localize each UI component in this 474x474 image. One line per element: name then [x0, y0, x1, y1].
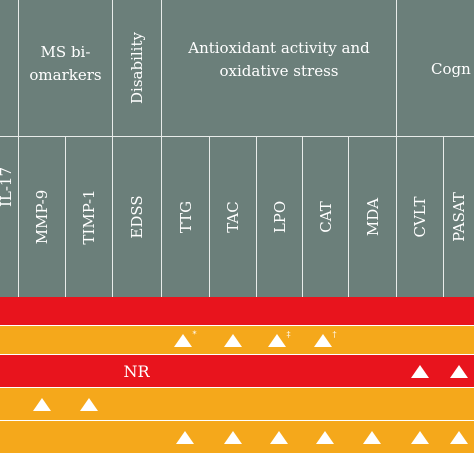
- triangle-icon: [313, 333, 332, 347]
- header-column-cvlt: CVLT: [397, 137, 443, 297]
- column-divider: [18, 137, 19, 297]
- column-divider: [112, 137, 113, 297]
- header-column-cat: CAT: [303, 137, 348, 297]
- table-cell-ttg: [161, 421, 209, 453]
- column-divider: [443, 137, 444, 297]
- table-cell-tac: [209, 421, 256, 453]
- table-row: * ‡ †: [0, 326, 474, 354]
- table-cell-ttg: *: [161, 326, 209, 354]
- triangle-icon: [223, 430, 242, 444]
- column-divider: [256, 137, 257, 297]
- header-column-pasat: PASAT: [444, 137, 474, 297]
- table-cell-lpo: ‡: [256, 326, 302, 354]
- triangle-icon: [270, 430, 288, 444]
- triangle-icon: [32, 397, 51, 411]
- table-cell-cat: †: [302, 326, 348, 354]
- table-row: [0, 297, 474, 325]
- group-divider: [18, 0, 19, 136]
- table-cell-cvlt: [396, 355, 443, 387]
- header-column-timp-1: TIMP-1: [66, 137, 112, 297]
- triangle-icon: [363, 430, 381, 444]
- table-row: NR: [0, 355, 474, 387]
- table-cell-lpo: [256, 421, 302, 453]
- header-group-cutoff: [0, 0, 18, 136]
- table-cell-mda: [348, 421, 396, 453]
- column-divider: [302, 137, 303, 297]
- table-cell-pasat: [443, 355, 474, 387]
- column-divider: [161, 137, 162, 297]
- column-divider: [396, 137, 397, 297]
- header-group-3: Cogn: [397, 0, 474, 136]
- group-divider: [161, 0, 162, 136]
- header-column-mda: MDA: [349, 137, 396, 297]
- header-column-lpo: LPO: [257, 137, 302, 297]
- header-group-0: MS bi- omarkers: [19, 0, 112, 136]
- header-group-label: Disability: [128, 32, 146, 104]
- header-column-ttg: TTG: [162, 137, 209, 297]
- table-cell-pasat: [443, 421, 474, 453]
- header-column-label: TAC: [224, 201, 242, 233]
- triangle-icon: [173, 333, 192, 347]
- triangle-icon: [176, 430, 194, 444]
- header-column-label: MMP-9: [33, 189, 51, 245]
- table-cell-cvlt: [396, 421, 443, 453]
- table-cell-timp-1: [65, 388, 112, 420]
- header-group-1: Disability: [113, 0, 161, 136]
- header-column-label: TTG: [176, 200, 195, 234]
- header-divider: [0, 136, 474, 137]
- header-column-label: TIMP-1: [80, 189, 98, 245]
- table-row: [0, 421, 474, 453]
- header-column-label: MDA: [363, 197, 382, 237]
- header-column-label: CVLT: [411, 196, 429, 238]
- triangle-icon: [410, 364, 429, 378]
- triangle-icon: [449, 430, 468, 444]
- header-column-label: EDSS: [128, 195, 146, 239]
- header-column-il-17: IL-17: [0, 137, 18, 297]
- triangle-icon: [316, 430, 334, 444]
- triangle-icon: [410, 430, 429, 444]
- column-divider: [209, 137, 210, 297]
- triangle-icon: [449, 364, 468, 378]
- table-cell-mmp-9: [18, 388, 65, 420]
- group-divider: [396, 0, 397, 136]
- header-column-tac: TAC: [210, 137, 256, 297]
- header-column-label: LPO: [270, 200, 289, 234]
- header-column-mmp-9: MMP-9: [19, 137, 65, 297]
- footnote-mark: ‡: [286, 329, 291, 339]
- footnote-mark: *: [192, 329, 197, 339]
- table-cell-tac: [209, 326, 256, 354]
- header-column-edss: EDSS: [113, 137, 161, 297]
- table-row: [0, 388, 474, 420]
- header-column-label: CAT: [316, 201, 335, 233]
- table-cell-edss: NR: [112, 355, 161, 387]
- header-column-label: IL-17: [0, 166, 15, 208]
- header-group-label: Cogn: [431, 60, 471, 78]
- triangle-icon: [267, 333, 286, 347]
- header-column-label: PASAT: [450, 192, 468, 242]
- header-group-label: MS bi- omarkers: [29, 42, 102, 84]
- footnote-mark: †: [332, 329, 337, 339]
- column-divider: [65, 137, 66, 297]
- group-divider: [112, 0, 113, 136]
- column-divider: [348, 137, 349, 297]
- table-cell-cat: [302, 421, 348, 453]
- header-group-label: Antioxidant activity and oxidative stres…: [188, 38, 370, 80]
- header-group-2: Antioxidant activity and oxidative stres…: [162, 0, 396, 136]
- cell-text: NR: [123, 361, 150, 381]
- triangle-icon: [223, 333, 242, 347]
- triangle-icon: [79, 397, 98, 411]
